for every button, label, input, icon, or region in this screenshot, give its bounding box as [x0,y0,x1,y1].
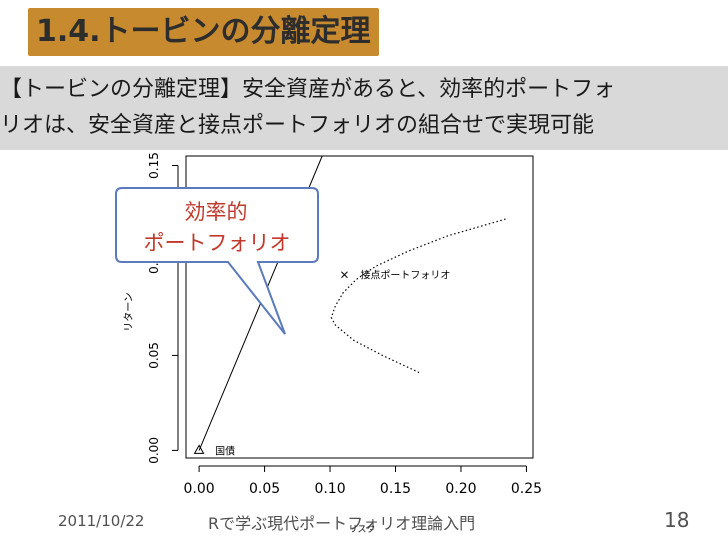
y-axis-label: リターン [123,292,135,332]
footer-date: 2011/10/22 [58,512,145,530]
intro-banner: 【トービンの分離定理】安全資産があると、効率的ポートフォ リオは、安全資産と接点… [0,66,728,150]
risk-free-marker [193,444,205,454]
y-axis: 0.00 0.05 0.10 0.15 [147,152,179,464]
series-layer [198,155,507,451]
y-tick-label: 0.05 [147,342,161,369]
x-tick-label: 0.20 [445,481,476,497]
y-tick-label: 0.15 [147,152,161,179]
x-axis: 0.00 0.05 0.10 0.15 0.20 0.25 [184,465,542,497]
intro-line-2: リオは、安全資産と接点ポートフォリオの組合せで実現可能 [0,113,595,138]
callout: 効率的 ポートフォリオ [115,187,319,335]
y-tick-label: 0.00 [147,437,161,464]
x-tick-label: 0.10 [314,481,345,497]
x-tick-label: 0.05 [249,481,280,497]
tangency-point-marker [341,271,348,279]
annotation-label: 接点ポートフォリオ [360,269,450,282]
callout-line-1: 効率的 [185,200,248,224]
x-tick-label: 0.15 [380,481,411,497]
x-tick-label: 0.00 [184,481,215,497]
intro-line-1: 【トービンの分離定理】安全資産があると、効率的ポートフォ [0,77,616,102]
slide-title: 1.4.トービンの分離定理 [28,8,379,56]
efficient-frontier-curve [330,218,507,374]
callout-line-2: ポートフォリオ [144,231,291,255]
capital-market-line [198,155,323,451]
plot-frame [185,155,534,459]
annotation-label: 国債 [215,444,235,457]
footer-title: Rで学ぶ現代ポートフォリオ理論入門 [208,514,476,533]
callout-bubble [115,187,319,335]
y-tick-label: 0.10 [147,247,161,274]
x-tick-label: 0.25 [511,481,542,497]
page-number: 18 [664,508,690,532]
